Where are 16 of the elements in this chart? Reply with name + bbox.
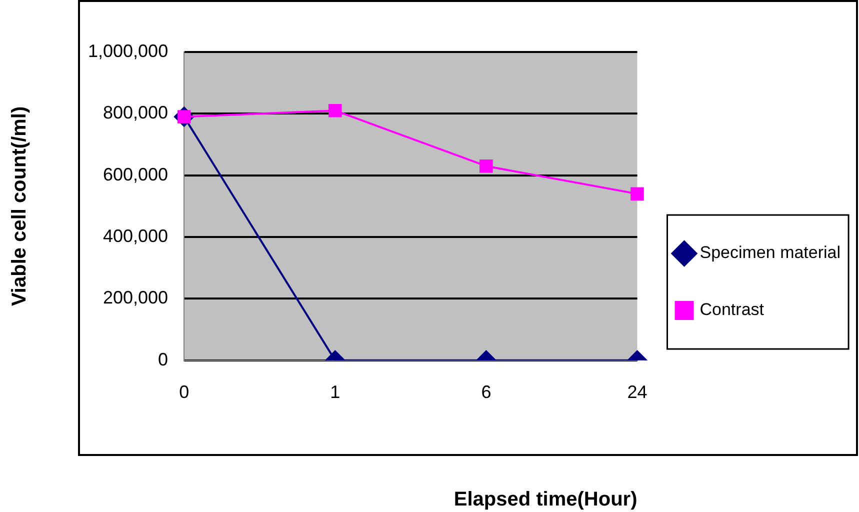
y-tick-label: 600,000 — [103, 164, 168, 184]
y-tick-label: 400,000 — [103, 226, 168, 246]
x-tick-label: 1 — [330, 382, 340, 402]
point — [328, 104, 342, 118]
x-tick-label: 24 — [627, 382, 648, 402]
y-axis-title: Viable cell count(/ml) — [8, 106, 31, 306]
x-tick-label: 0 — [179, 382, 190, 402]
x-tick-label: 6 — [481, 382, 492, 402]
y-tick-label: 1,000,000 — [88, 40, 168, 61]
y-tick-label: 200,000 — [103, 288, 168, 308]
legend-label: Specimen material — [700, 243, 841, 262]
legend-label: Contrast — [700, 300, 764, 320]
y-tick-label: 0 — [158, 349, 168, 370]
y-tick-label: 800,000 — [103, 102, 168, 123]
point — [480, 159, 493, 173]
x-axis-title: Elapsed time(Hour) — [454, 488, 638, 511]
